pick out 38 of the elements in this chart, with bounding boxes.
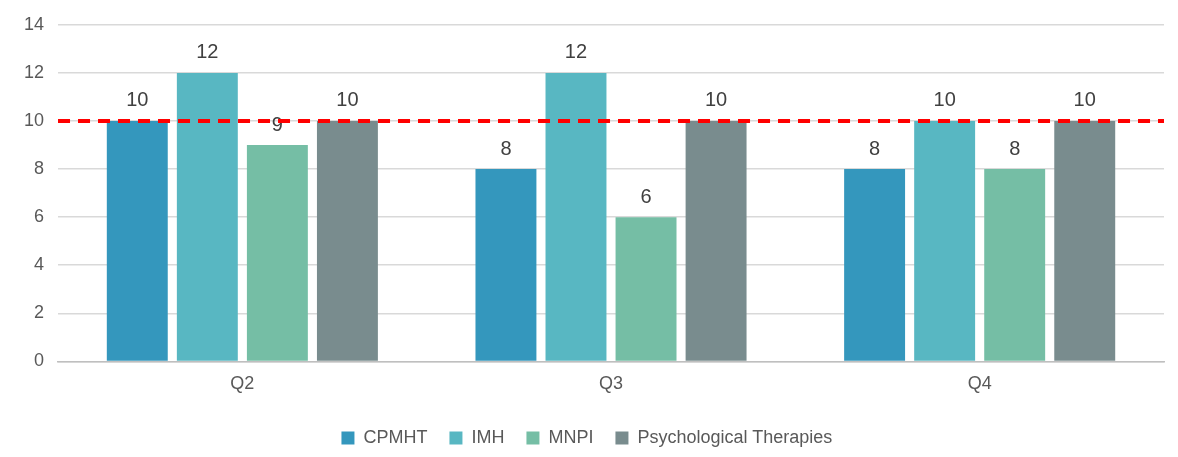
bar: [246, 145, 308, 361]
data-label: 10: [126, 88, 149, 111]
x-tick-label: Q3: [599, 373, 624, 394]
bar: [914, 120, 976, 361]
bar: [984, 169, 1046, 361]
y-tick-label: 4: [34, 254, 45, 275]
y-tick-label: 2: [34, 302, 45, 323]
bar: [615, 217, 677, 361]
bar: [844, 169, 906, 361]
x-tick-label: Q2: [230, 373, 255, 394]
bar: [685, 120, 747, 361]
x-tick-label: Q4: [967, 373, 992, 394]
data-label: 8: [500, 136, 512, 159]
y-tick-label: 6: [34, 206, 45, 227]
data-label: 12: [196, 40, 219, 63]
legend-label: Psychological Therapies: [637, 426, 833, 447]
y-tick-label: 0: [34, 350, 45, 371]
y-tick-label: 10: [23, 109, 45, 130]
bar: [106, 120, 168, 361]
legend-label: MNPI: [548, 426, 594, 447]
bar: [1054, 120, 1116, 361]
y-tick-label: 12: [23, 61, 45, 82]
data-label: 10: [704, 88, 728, 111]
data-label: 12: [564, 40, 588, 63]
data-label: 10: [336, 88, 359, 111]
bar: [475, 169, 537, 361]
y-tick-label: 14: [23, 13, 45, 34]
data-label: 6: [640, 184, 652, 207]
data-label: 8: [869, 136, 881, 159]
legend-label: IMH: [471, 426, 505, 447]
bar: [176, 72, 238, 361]
bar: [316, 120, 378, 361]
y-tick-label: 8: [34, 158, 45, 179]
legend-label: CPMHT: [363, 426, 428, 447]
bar: [545, 72, 607, 361]
data-label: 8: [1009, 136, 1021, 159]
data-label: 10: [933, 88, 956, 111]
data-label: 10: [1073, 88, 1096, 111]
